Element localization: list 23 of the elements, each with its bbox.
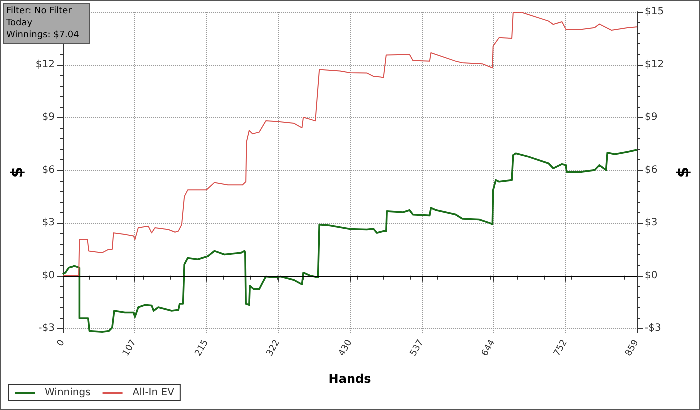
annotation: Filter: No Filter (6, 6, 72, 16)
y-tick-label: $6 (42, 164, 55, 176)
y2-tick-label: $15 (645, 6, 664, 18)
x-axis-title: Hands (328, 372, 372, 386)
y2-tick-label: $0 (645, 270, 658, 282)
y2-tick-label: $3 (645, 218, 658, 229)
y-tick-label: -$3 (38, 323, 55, 334)
line-series (62, 149, 638, 334)
y-tick-label: $3 (42, 218, 55, 229)
y2-tick-label: $6 (645, 164, 658, 176)
y2-tick-label: $12 (645, 59, 664, 70)
y-axis-title: $ (8, 166, 26, 178)
legend-label: All-In EV (132, 388, 175, 398)
annotation: Winnings: $7.04 (6, 30, 80, 40)
y-tick-label: $12 (36, 59, 55, 70)
y-tick-label: $9 (42, 112, 55, 124)
x-tick-label: 0 (56, 338, 68, 348)
legend-label: Winnings (45, 388, 91, 398)
y2-tick-label: $9 (645, 112, 658, 124)
y2-tick-label: -$3 (645, 323, 662, 334)
y2-axis-title: $ (674, 166, 692, 178)
y-tick-label: $0 (42, 270, 55, 282)
text: Today (6, 18, 34, 28)
